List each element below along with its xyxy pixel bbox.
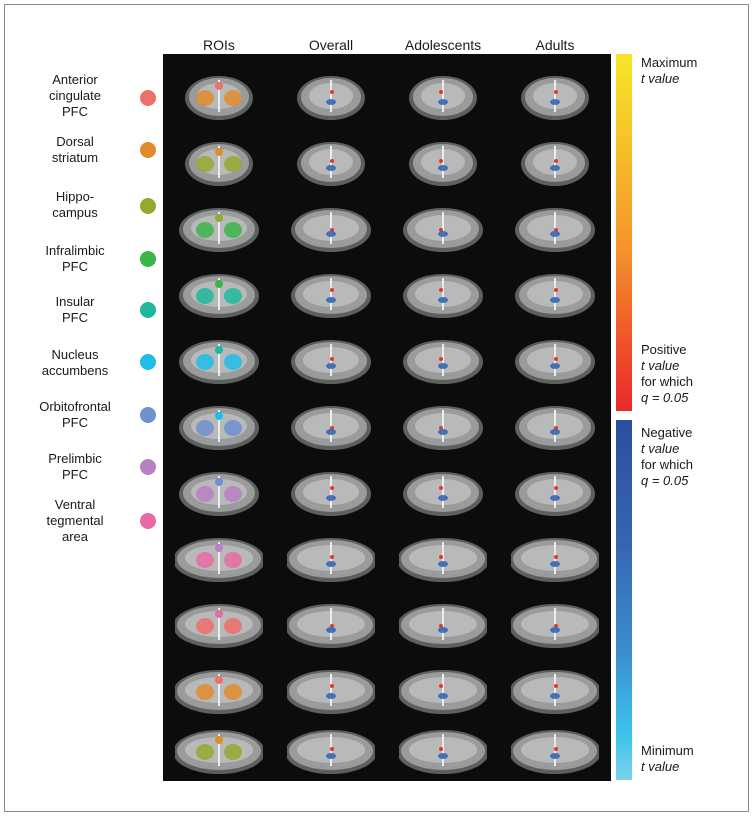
brain-slice bbox=[291, 406, 371, 450]
column-header-overall: Overall bbox=[308, 37, 354, 53]
legend-item-infralimbic: Infralimbic PFC bbox=[20, 243, 160, 303]
brain-slice bbox=[175, 604, 263, 648]
column-header-adolescents: Adolescents bbox=[404, 37, 482, 53]
brain-slice bbox=[399, 604, 487, 648]
legend-label: Hippo-campus bbox=[52, 189, 98, 220]
brain-slice bbox=[511, 730, 599, 774]
legend-dot bbox=[140, 513, 156, 529]
brain-slice bbox=[185, 142, 253, 186]
column-headers: ROIs Overall Adolescents Adults bbox=[163, 37, 611, 55]
column-header-rois: ROIs bbox=[203, 37, 235, 53]
legend-dot bbox=[140, 142, 156, 158]
brain-slice bbox=[515, 274, 595, 318]
brain-slice bbox=[399, 730, 487, 774]
brain-slice bbox=[179, 406, 259, 450]
brain-slice bbox=[291, 208, 371, 252]
legend-label: Nucleus accumbens bbox=[41, 347, 109, 378]
legend-item-dorsal-striatum: Dorsal striatum bbox=[20, 134, 160, 194]
legend-dot bbox=[140, 354, 156, 370]
brain-slice bbox=[297, 142, 365, 186]
brain-slice bbox=[511, 604, 599, 648]
legend-dot bbox=[140, 198, 156, 214]
figure-frame bbox=[4, 4, 749, 812]
brain-slice bbox=[287, 538, 375, 582]
legend-label: Orbitofrontal PFC bbox=[39, 399, 111, 430]
column-header-adults: Adults bbox=[535, 37, 575, 53]
brain-slice bbox=[403, 340, 483, 384]
colorbar-max-label: Maximum t value bbox=[641, 55, 698, 86]
brain-slice bbox=[521, 142, 589, 186]
negative-colorbar bbox=[616, 420, 632, 780]
brain-slice bbox=[179, 340, 259, 384]
legend-item-anterior-cingulate: Anterior cingulate PFC bbox=[20, 72, 160, 132]
brain-slice bbox=[185, 76, 253, 120]
legend-label: Anterior cingulate PFC bbox=[48, 72, 102, 119]
legend-label: Ventral tegmental area bbox=[46, 497, 104, 544]
brain-slice bbox=[515, 340, 595, 384]
brain-slice bbox=[179, 208, 259, 252]
brain-slice bbox=[521, 76, 589, 120]
legend-label: Infralimbic PFC bbox=[45, 243, 105, 274]
legend-item-orbitofrontal: Orbitofrontal PFC bbox=[20, 399, 160, 459]
brain-slice bbox=[403, 274, 483, 318]
legend-label: Prelimbic PFC bbox=[48, 451, 102, 482]
brain-slice bbox=[297, 76, 365, 120]
brain-slice bbox=[409, 142, 477, 186]
legend-dot bbox=[140, 459, 156, 475]
legend-item-prelimbic: Prelimbic PFC bbox=[20, 451, 160, 511]
brain-slice bbox=[179, 472, 259, 516]
brain-slice bbox=[287, 670, 375, 714]
brain-slice bbox=[409, 76, 477, 120]
brain-slice bbox=[511, 538, 599, 582]
brain-slice bbox=[515, 472, 595, 516]
legend-item-nucleus-accumbens: Nucleus accumbens bbox=[20, 347, 160, 407]
legend-item-hippocampus: Hippo-campus bbox=[20, 189, 160, 249]
legend-dot bbox=[140, 407, 156, 423]
legend-dot bbox=[140, 302, 156, 318]
colorbar-min-label: Minimum t value bbox=[641, 743, 694, 774]
brain-slice bbox=[287, 730, 375, 774]
positive-colorbar bbox=[616, 54, 632, 411]
legend-dot bbox=[140, 251, 156, 267]
legend-item-ventral-tegmental: Ventral tegmental area bbox=[20, 497, 160, 557]
brain-slice bbox=[291, 274, 371, 318]
brain-slice bbox=[403, 208, 483, 252]
brain-slice bbox=[175, 730, 263, 774]
brain-slice bbox=[291, 472, 371, 516]
brain-slice bbox=[403, 472, 483, 516]
brain-slice bbox=[511, 670, 599, 714]
brain-slice bbox=[175, 538, 263, 582]
brain-slice bbox=[515, 208, 595, 252]
brain-slice bbox=[287, 604, 375, 648]
colorbar-positive-threshold-label: Positive t value for which q = 0.05 bbox=[641, 342, 694, 405]
brain-slice bbox=[403, 406, 483, 450]
legend-dot bbox=[140, 90, 156, 106]
legend-item-insular: Insular PFC bbox=[20, 294, 160, 354]
brain-slice bbox=[399, 670, 487, 714]
colorbar-negative-threshold-label: Negative t value for which q = 0.05 bbox=[641, 425, 694, 488]
brain-slice bbox=[175, 670, 263, 714]
brain-slice bbox=[291, 340, 371, 384]
brain-slice bbox=[179, 274, 259, 318]
brain-slice bbox=[399, 538, 487, 582]
legend-label: Dorsal striatum bbox=[51, 134, 99, 165]
legend-label: Insular PFC bbox=[55, 294, 95, 325]
brain-slice bbox=[515, 406, 595, 450]
